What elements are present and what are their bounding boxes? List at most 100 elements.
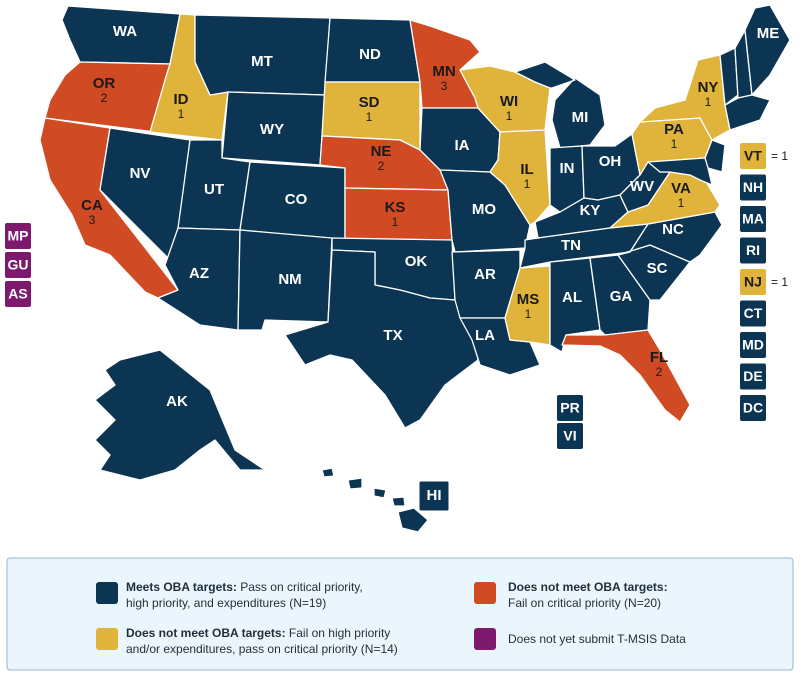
small-state-label-MA: MA — [742, 211, 764, 227]
state-label-LA: LA — [475, 327, 495, 344]
state-count-IL: 1 — [524, 177, 531, 191]
small-state-note-VT: = 1 — [771, 149, 788, 163]
state-label-NY: NY — [698, 79, 719, 96]
state-count-SD: 1 — [366, 110, 373, 124]
state-label-PA: PA — [664, 121, 684, 138]
small-state-label-MD: MD — [742, 337, 764, 353]
legend-no-tmsis-line1: Does not yet submit T-MSIS Data — [508, 632, 686, 646]
state-label-TN: TN — [561, 237, 581, 254]
territory-box-PR — [557, 395, 583, 421]
state-label-IN: IN — [560, 160, 575, 177]
territory-box-MP — [5, 223, 31, 249]
state-label-WV: WV — [630, 178, 654, 195]
state-TX — [284, 249, 479, 429]
state-label-OK: OK — [405, 253, 428, 270]
state-label-SC: SC — [647, 260, 668, 277]
small-state-box-DE — [740, 363, 766, 390]
state-label-WA: WA — [113, 23, 137, 40]
state-box-HI — [418, 480, 450, 512]
state-label-SD: SD — [359, 94, 380, 111]
state-label-MO: MO — [472, 201, 496, 218]
state-NJ — [704, 139, 726, 173]
state-ME — [744, 4, 791, 96]
small-state-label-NJ: NJ — [744, 274, 762, 290]
state-DE-MD — [647, 157, 713, 186]
small-state-label-NH: NH — [743, 179, 763, 195]
state-label-NE: NE — [371, 143, 392, 160]
legend-fail-high-line2: and/or expenditures, pass on critical pr… — [126, 642, 398, 656]
small-state-box-RI — [740, 237, 766, 264]
small-state-label-DC: DC — [743, 400, 763, 416]
state-HI — [321, 467, 429, 533]
small-state-box-NJ — [740, 269, 766, 295]
state-MI — [514, 61, 606, 149]
small-state-box-VT — [740, 143, 766, 169]
state-WI — [459, 65, 551, 133]
territories-right: PR VI — [557, 395, 583, 449]
legend-fail-high-line1: Does not meet OBA targets: Fail on high … — [126, 626, 390, 640]
state-label-CA: CA — [81, 197, 103, 214]
territory-label-MP: MP — [8, 228, 29, 244]
state-label-MS: MS — [517, 291, 540, 308]
state-label-GA: GA — [610, 288, 633, 305]
state-count-NE: 2 — [378, 159, 385, 173]
small-state-label-DE: DE — [743, 368, 762, 384]
state-label-NC: NC — [662, 221, 684, 238]
state-count-FL: 2 — [656, 365, 663, 379]
small-state-box-MA — [740, 206, 766, 232]
state-MA-CT-RI — [724, 94, 771, 131]
small-state-box-DC — [740, 395, 766, 421]
territory-label-GU: GU — [8, 257, 29, 273]
small-state-note-NJ: = 1 — [771, 275, 788, 289]
state-label-ND: ND — [359, 46, 381, 63]
state-FL — [561, 329, 691, 423]
state-count-OR: 2 — [101, 91, 108, 105]
state-label-WI: WI — [500, 93, 518, 110]
territory-label-AS: AS — [8, 286, 27, 302]
state-label-AZ: AZ — [189, 265, 209, 282]
state-count-KS: 1 — [392, 215, 399, 229]
legend-swatch-no-tmsis — [474, 628, 496, 650]
state-IL — [489, 129, 551, 226]
territory-label-VI: VI — [563, 428, 576, 444]
state-label-VA: VA — [671, 180, 691, 197]
state-label-OH: OH — [599, 153, 622, 170]
state-label-MN: MN — [432, 63, 455, 80]
state-label-TX: TX — [383, 327, 402, 344]
legend-swatch-meets — [96, 582, 118, 604]
state-count-MN: 3 — [441, 79, 448, 93]
territory-box-VI — [557, 423, 583, 449]
small-state-label-RI: RI — [746, 242, 760, 258]
state-label-KY: KY — [580, 202, 601, 219]
state-count-NY: 1 — [705, 95, 712, 109]
legend-fail-critical-line2: Fail on critical priority (N=20) — [508, 596, 661, 610]
legend-meets-line2: high priority, and expenditures (N=19) — [126, 596, 326, 610]
small-state-label-VT: VT — [744, 148, 762, 164]
state-count-WI: 1 — [506, 109, 513, 123]
small-state-box-MD — [740, 332, 766, 358]
small-state-boxes: VT = 1 NH MA RI NJ = 1 CT MD DE DC — [740, 143, 788, 421]
small-state-label-CT: CT — [744, 305, 763, 321]
state-label-NM: NM — [278, 271, 301, 288]
state-label-IA: IA — [455, 137, 470, 154]
state-label-NV: NV — [130, 165, 151, 182]
state-label-MI: MI — [572, 109, 589, 126]
territory-box-AS — [5, 281, 31, 307]
state-label-AL: AL — [562, 289, 582, 306]
territory-box-GU — [5, 252, 31, 278]
legend-fail-critical-line1: Does not meet OBA targets: — [508, 580, 668, 594]
territories-left: MP GU AS — [5, 223, 31, 307]
state-label-UT: UT — [204, 181, 224, 198]
state-count-CA: 3 — [89, 213, 96, 227]
state-count-ID: 1 — [178, 107, 185, 121]
legend: Meets OBA targets: Pass on critical prio… — [6, 557, 794, 671]
legend-panel — [6, 557, 794, 671]
state-label-WY: WY — [260, 121, 284, 138]
state-label-ID: ID — [174, 91, 189, 108]
small-state-box-NH — [740, 174, 766, 201]
state-label-FL: FL — [650, 349, 668, 366]
legend-meets-line1: Meets OBA targets: Pass on critical prio… — [126, 580, 363, 594]
